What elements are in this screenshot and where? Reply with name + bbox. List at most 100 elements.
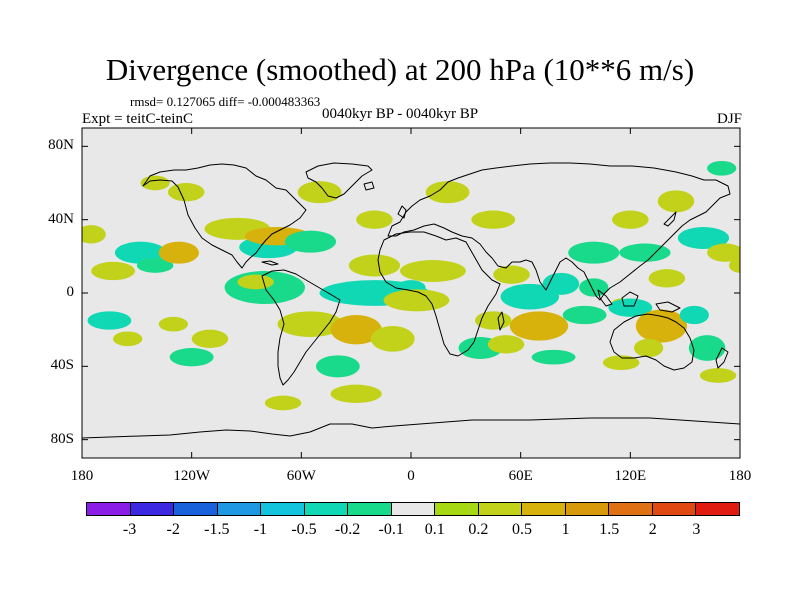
coast-eurasia <box>387 162 731 301</box>
field-blob <box>425 181 470 204</box>
colorbar-label: -2 <box>166 521 180 538</box>
field-blob <box>679 305 709 325</box>
field-blob <box>608 298 653 317</box>
field-blob <box>315 355 360 378</box>
coast-madagascar <box>497 311 505 331</box>
field-blob <box>169 348 214 367</box>
lat-label: 40S <box>50 357 74 374</box>
field-blob <box>657 190 695 213</box>
field-blob <box>191 329 229 349</box>
field-blob <box>493 265 530 284</box>
field-blob <box>319 285 357 301</box>
axis-ticks <box>81 128 741 458</box>
field-blob <box>158 241 199 264</box>
field-blob <box>500 283 560 310</box>
colorbar-box <box>652 503 697 515</box>
field-blob <box>619 243 671 262</box>
lat-label: 80S <box>50 430 74 447</box>
field-blob <box>114 241 167 264</box>
coast-new-guinea <box>655 301 681 313</box>
colorbar-label: 2 <box>648 521 657 538</box>
coast-greenland <box>305 162 373 199</box>
coast-borneo <box>621 291 639 307</box>
experiment-label: Expt = teitC-teinC <box>82 111 193 127</box>
lon-label: 180 <box>70 468 94 484</box>
lat-label: 40N <box>48 210 74 227</box>
colorbar-box <box>304 503 349 515</box>
lon-label: 180 <box>728 468 752 484</box>
season-label: DJF <box>716 111 742 127</box>
coast-iceland <box>363 181 375 191</box>
colorbar-label: -1.5 <box>204 521 230 538</box>
field-blob <box>474 311 512 330</box>
field-blob <box>707 161 737 176</box>
lon-label: 120W <box>173 468 210 484</box>
stats-text: rmsd= 0.127065 diff= -0.000483363 <box>130 94 321 109</box>
field-blob <box>531 349 576 365</box>
colorbar-box <box>391 503 436 515</box>
field-blob <box>562 305 607 325</box>
field-blob <box>113 331 143 347</box>
lon-label: 120E <box>614 468 647 484</box>
field-blob <box>158 316 189 332</box>
field-blob <box>167 183 205 202</box>
colorbar-label: 0.5 <box>512 521 532 538</box>
divergence-field <box>82 161 740 411</box>
lon-label: 60E <box>508 468 533 484</box>
colorbar-label: -0.5 <box>291 521 317 538</box>
colorbar-label: -3 <box>122 521 137 538</box>
field-blob <box>348 254 401 277</box>
colorbar-label: 1 <box>561 521 570 538</box>
field-blob <box>688 335 726 361</box>
field-blob <box>356 210 393 229</box>
coast-north-america <box>142 163 307 269</box>
field-blob <box>383 289 450 312</box>
field-blob <box>400 260 466 282</box>
field-blob <box>277 311 344 337</box>
field-blob <box>330 315 382 345</box>
field-blob <box>370 326 415 352</box>
field-blob <box>509 311 569 341</box>
lon-label: 0 <box>407 468 415 484</box>
colorbar-box <box>478 503 523 515</box>
field-blob <box>284 230 337 253</box>
colorbar-box <box>522 503 566 515</box>
coast-cuba <box>261 260 279 266</box>
colorbar-box <box>696 503 739 515</box>
coast-new-zealand <box>715 347 729 369</box>
coast-south-america <box>261 269 341 386</box>
coast-australia <box>609 313 695 371</box>
colorbar-label: -1 <box>253 521 268 538</box>
field-blob <box>729 258 740 273</box>
field-blob <box>677 227 730 249</box>
colorbar-box <box>435 503 479 515</box>
colorbar-label: -0.2 <box>334 521 361 538</box>
field-blob <box>633 338 664 358</box>
lat-label: 80N <box>48 137 74 154</box>
field-blob <box>648 269 686 288</box>
field-blob <box>136 258 174 273</box>
field-blob <box>487 335 525 354</box>
period-label: 0040kyr BP - 0040kyr BP <box>322 106 479 122</box>
lat-label: 0 <box>66 284 75 300</box>
coast-uk <box>397 205 407 219</box>
field-blob <box>602 355 640 370</box>
colorbar-box <box>261 503 305 515</box>
colorbar <box>86 502 740 516</box>
coast-africa <box>377 231 501 357</box>
colorbar-label: 1.5 <box>599 521 620 538</box>
field-blob <box>707 243 740 262</box>
colorbar-label: 0.2 <box>468 521 489 538</box>
colorbar-box <box>174 503 218 515</box>
coast-japan <box>663 211 677 227</box>
field-blob <box>471 210 516 229</box>
coastlines <box>82 162 740 439</box>
colorbar-label: 3 <box>692 521 701 538</box>
colorbar-box <box>348 503 392 515</box>
field-blob <box>82 225 106 244</box>
colorbar-box <box>130 503 175 515</box>
colorbar-box <box>609 503 653 515</box>
colorbar-box <box>565 503 610 515</box>
field-blob <box>612 210 649 229</box>
